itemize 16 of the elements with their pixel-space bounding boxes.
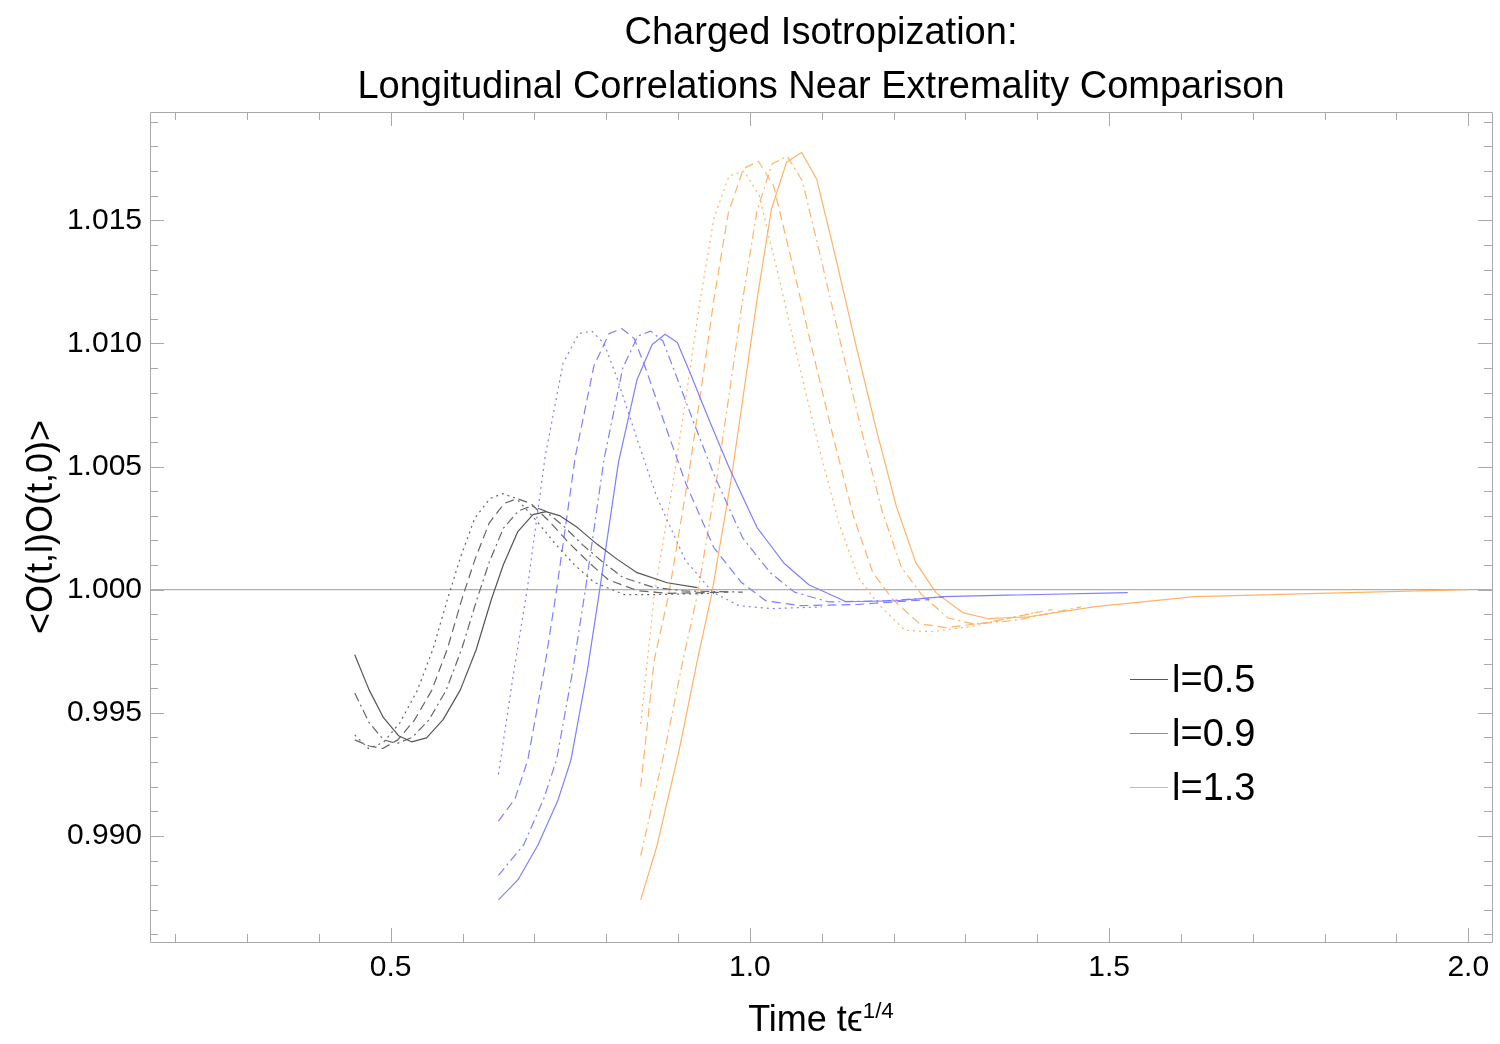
x-axis-title: Time tϵ$^{1/4}$ <box>747 998 895 1040</box>
y-tick-label: 1.015 <box>66 201 142 235</box>
x-tick-label: 1.0 <box>729 949 771 983</box>
y-tick-label: 1.010 <box>66 324 142 358</box>
legend-label: l=0.9 <box>1172 711 1256 755</box>
y-tick-label: 0.995 <box>66 694 142 728</box>
y-tick-label: 1.000 <box>66 570 142 604</box>
y-tick-label: 1.005 <box>66 447 142 481</box>
x-tick-label: 1.5 <box>1088 949 1130 983</box>
x-tick-label: 2.0 <box>1447 949 1490 983</box>
x-tick-label: 0.5 <box>369 949 412 983</box>
chart-title: Charged Isotropization: Longitudinal Correlations Near Extremality Comparison <box>356 9 1286 108</box>
y-axis-title: <O(t,l)O(t,0)> <box>19 419 61 635</box>
y-tick-label: 0.990 <box>66 817 142 851</box>
legend-label: l=0.5 <box>1172 657 1256 701</box>
legend-label: l=1.3 <box>1172 765 1256 809</box>
